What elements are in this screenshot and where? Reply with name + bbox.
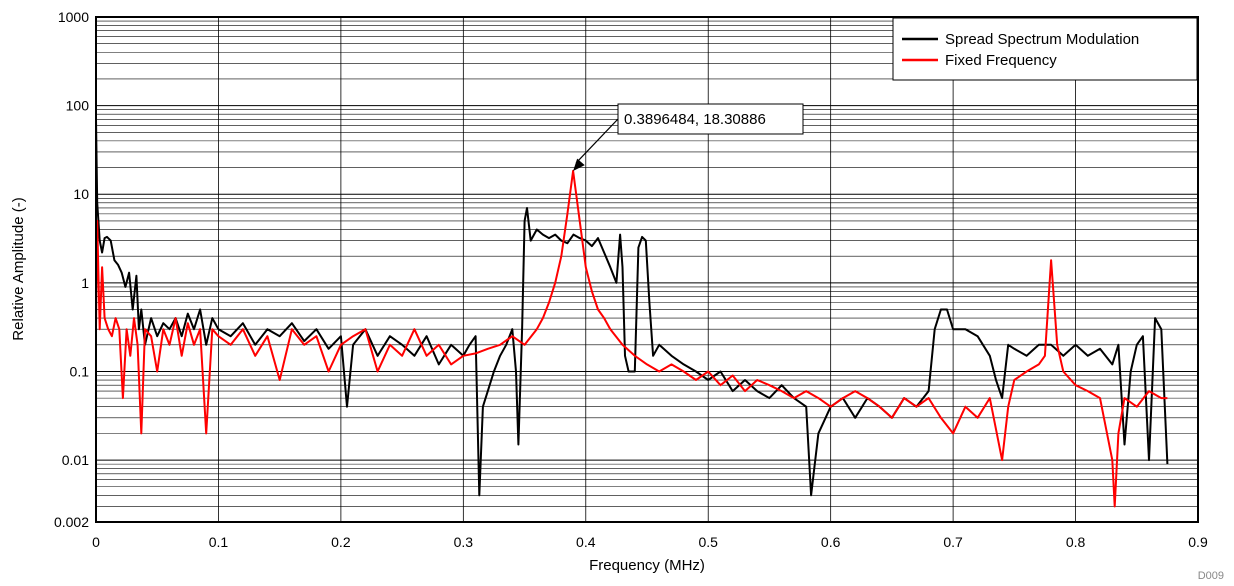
x-tick-label: 0.7 (943, 534, 963, 550)
annotation-arrow-line (575, 118, 619, 164)
y-tick-label: 10 (73, 186, 89, 202)
x-tick-label: 0.8 (1066, 534, 1086, 550)
y-tick-label: 0.1 (70, 363, 90, 379)
x-tick-label: 0.5 (698, 534, 718, 550)
x-axis-label: Frequency (MHz) (589, 557, 705, 574)
x-tick-label: 0.4 (576, 534, 596, 550)
x-tick-label: 0.1 (209, 534, 229, 550)
legend-label-spread-spectrum: Spread Spectrum Modulation (945, 31, 1139, 48)
y-axis-label: Relative Amplitude (-) (10, 197, 27, 340)
plot-frame (95, 16, 1199, 523)
y-tick-label: 1000 (58, 9, 89, 25)
legend-box (892, 17, 1198, 81)
legend-label-fixed-frequency: Fixed Frequency (945, 52, 1057, 69)
x-tick-label: 0 (92, 534, 100, 550)
annotation-arrow-head (573, 158, 585, 171)
figure-id-label: D009 (1198, 570, 1224, 582)
x-tick-label: 0.6 (821, 534, 841, 550)
grid (95, 17, 1199, 523)
annotation-text: 0.3896484, 18.30886 (624, 111, 766, 128)
y-tick-label: 1 (81, 275, 89, 291)
series-line-spread-spectrum (95, 119, 1169, 497)
peak-annotation: 0.3896484, 18.30886 (573, 103, 804, 171)
x-tick-label: 0.2 (331, 534, 351, 550)
x-tick-label: 0.3 (454, 534, 474, 550)
y-tick-label: 0.01 (62, 452, 89, 468)
annotation-box (617, 103, 804, 135)
x-tick-labels: 0 0.1 0.2 0.3 0.4 0.5 0.6 0.7 0.8 0.9 (92, 534, 1208, 550)
x-tick-label: 0.9 (1188, 534, 1208, 550)
y-tick-labels: 0.002 0.01 0.1 1 10 100 1000 (54, 9, 89, 530)
y-tick-label: 100 (66, 98, 90, 114)
y-tick-label: 0.002 (54, 514, 89, 530)
legend: Spread Spectrum Modulation Fixed Frequen… (892, 17, 1198, 81)
series-line-fixed-frequency (95, 169, 1168, 508)
series-layer (95, 119, 1169, 508)
